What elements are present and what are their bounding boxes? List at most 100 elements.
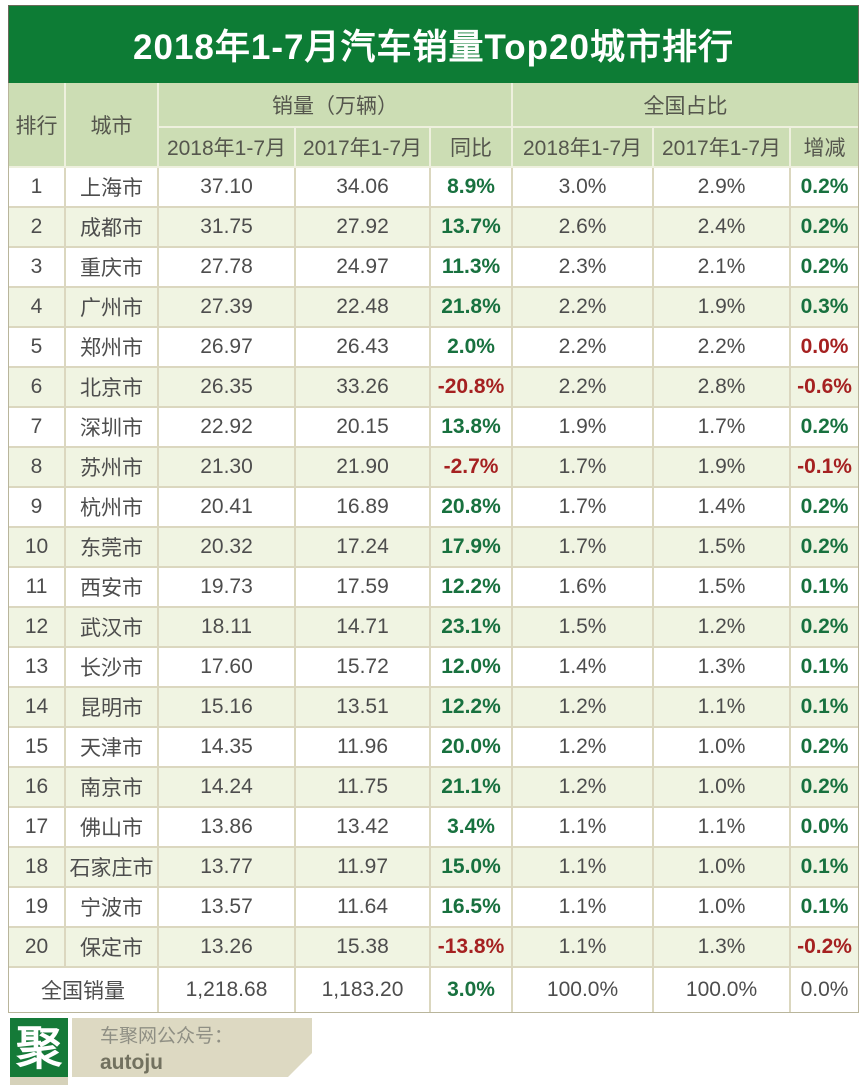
cell-rank: 2	[9, 208, 66, 248]
cell-sales-2017: 15.38	[296, 928, 431, 968]
brand-account-id: autoju	[100, 1050, 163, 1074]
cell-rank: 12	[9, 608, 66, 648]
table-body: 1 上海市 37.10 34.06 8.9% 3.0% 2.9% 0.2% 2 …	[9, 168, 859, 968]
cell-share-2018: 2.3%	[513, 248, 655, 288]
cell-sales-2017: 27.92	[296, 208, 431, 248]
table-row: 15 天津市 14.35 11.96 20.0% 1.2% 1.0% 0.2%	[9, 728, 859, 768]
total-yoy: 3.0%	[431, 968, 514, 1012]
cell-share-2017: 1.0%	[654, 768, 792, 808]
cell-sales-2017: 17.24	[296, 528, 431, 568]
cell-share-2017: 1.9%	[654, 288, 792, 328]
cell-share-2017: 1.4%	[654, 488, 792, 528]
cell-yoy: 13.8%	[431, 408, 514, 448]
cell-sales-2017: 17.59	[296, 568, 431, 608]
cell-sales-2017: 13.42	[296, 808, 431, 848]
cell-change: 0.1%	[791, 688, 859, 728]
cell-sales-2018: 20.41	[159, 488, 296, 528]
table-row: 1 上海市 37.10 34.06 8.9% 3.0% 2.9% 0.2%	[9, 168, 859, 208]
cell-sales-2018: 15.16	[159, 688, 296, 728]
brand-account-label: 车聚网公众号：	[100, 1025, 234, 1047]
cell-yoy: 17.9%	[431, 528, 514, 568]
cell-share-2018: 1.4%	[513, 648, 655, 688]
cell-rank: 19	[9, 888, 66, 928]
page-title: 2018年1-7月汽车销量Top20城市排行	[8, 5, 859, 83]
cell-sales-2018: 13.26	[159, 928, 296, 968]
cell-yoy: 8.9%	[431, 168, 514, 208]
cell-share-2018: 2.2%	[513, 288, 655, 328]
cell-rank: 11	[9, 568, 66, 608]
cell-sales-2018: 14.24	[159, 768, 296, 808]
cell-yoy: 23.1%	[431, 608, 514, 648]
cell-share-2018: 1.2%	[513, 728, 655, 768]
cell-city: 东莞市	[66, 528, 159, 568]
table-row: 20 保定市 13.26 15.38 -13.8% 1.1% 1.3% -0.2…	[9, 928, 859, 968]
cell-yoy: 3.4%	[431, 808, 514, 848]
cell-yoy: 12.0%	[431, 648, 514, 688]
table-row: 16 南京市 14.24 11.75 21.1% 1.2% 1.0% 0.2%	[9, 768, 859, 808]
cell-rank: 14	[9, 688, 66, 728]
cell-change: 0.2%	[791, 408, 859, 448]
cell-yoy: 12.2%	[431, 568, 514, 608]
header-sales-2017: 2017年1-7月	[296, 128, 431, 168]
cell-sales-2017: 15.72	[296, 648, 431, 688]
cell-city: 长沙市	[66, 648, 159, 688]
cell-change: 0.0%	[791, 808, 859, 848]
cell-share-2018: 3.0%	[513, 168, 655, 208]
cell-sales-2017: 33.26	[296, 368, 431, 408]
cell-share-2017: 1.1%	[654, 688, 792, 728]
total-change: 0.0%	[791, 968, 859, 1012]
cell-yoy: 20.8%	[431, 488, 514, 528]
cell-sales-2018: 27.78	[159, 248, 296, 288]
table-header: 排行 城市 销量（万辆） 全国占比 2018年1-7月 2017年1-7月 同比…	[9, 83, 859, 168]
cell-rank: 3	[9, 248, 66, 288]
header-share-2017: 2017年1-7月	[654, 128, 792, 168]
cell-share-2018: 1.7%	[513, 448, 655, 488]
table-row: 6 北京市 26.35 33.26 -20.8% 2.2% 2.8% -0.6%	[9, 368, 859, 408]
cell-share-2017: 1.0%	[654, 728, 792, 768]
cell-sales-2018: 17.60	[159, 648, 296, 688]
cell-change: 0.1%	[791, 568, 859, 608]
cell-yoy: 20.0%	[431, 728, 514, 768]
cell-city: 保定市	[66, 928, 159, 968]
cell-change: 0.0%	[791, 328, 859, 368]
table-row: 18 石家庄市 13.77 11.97 15.0% 1.1% 1.0% 0.1%	[9, 848, 859, 888]
cell-rank: 15	[9, 728, 66, 768]
cell-share-2017: 1.0%	[654, 888, 792, 928]
cell-share-2017: 2.2%	[654, 328, 792, 368]
table-row: 11 西安市 19.73 17.59 12.2% 1.6% 1.5% 0.1%	[9, 568, 859, 608]
cell-change: 0.1%	[791, 848, 859, 888]
cell-change: 0.2%	[791, 248, 859, 288]
cell-change: 0.2%	[791, 608, 859, 648]
cell-yoy: 11.3%	[431, 248, 514, 288]
table-row: 12 武汉市 18.11 14.71 23.1% 1.5% 1.2% 0.2%	[9, 608, 859, 648]
header-group-sales: 销量（万辆）	[159, 83, 514, 128]
cell-share-2017: 2.1%	[654, 248, 792, 288]
cell-rank: 10	[9, 528, 66, 568]
cell-sales-2018: 26.97	[159, 328, 296, 368]
cell-sales-2018: 13.77	[159, 848, 296, 888]
cell-city: 成都市	[66, 208, 159, 248]
cell-share-2018: 1.5%	[513, 608, 655, 648]
table-row: 19 宁波市 13.57 11.64 16.5% 1.1% 1.0% 0.1%	[9, 888, 859, 928]
cell-rank: 5	[9, 328, 66, 368]
cell-sales-2017: 21.90	[296, 448, 431, 488]
cell-change: 0.2%	[791, 728, 859, 768]
cell-change: 0.2%	[791, 168, 859, 208]
cell-rank: 1	[9, 168, 66, 208]
cell-share-2017: 1.9%	[654, 448, 792, 488]
cell-rank: 6	[9, 368, 66, 408]
cell-rank: 9	[9, 488, 66, 528]
cell-share-2018: 1.1%	[513, 928, 655, 968]
cell-city: 昆明市	[66, 688, 159, 728]
cell-sales-2017: 11.75	[296, 768, 431, 808]
cell-share-2018: 1.9%	[513, 408, 655, 448]
cell-city: 广州市	[66, 288, 159, 328]
logo-shadow-strip	[10, 1077, 68, 1085]
cell-city: 武汉市	[66, 608, 159, 648]
cell-yoy: 2.0%	[431, 328, 514, 368]
cell-city: 石家庄市	[66, 848, 159, 888]
cell-sales-2018: 26.35	[159, 368, 296, 408]
cell-city: 上海市	[66, 168, 159, 208]
cell-sales-2018: 13.86	[159, 808, 296, 848]
table-row: 2 成都市 31.75 27.92 13.7% 2.6% 2.4% 0.2%	[9, 208, 859, 248]
